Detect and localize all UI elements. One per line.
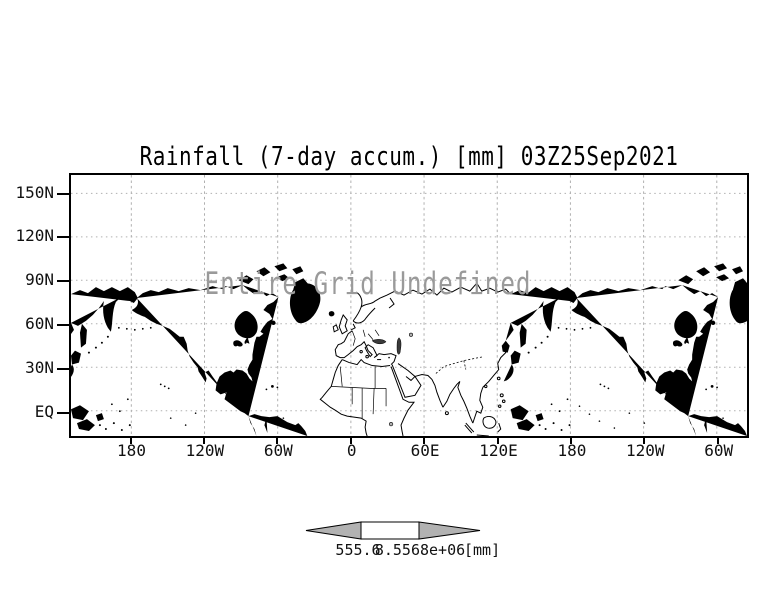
lat-tick-label: EQ [34, 401, 54, 421]
coastlines [71, 263, 747, 436]
map-frame [69, 173, 749, 438]
lon-tick-label: 180 [117, 441, 146, 460]
colorbar-min-label: 555.6 [335, 541, 381, 559]
colorbar-left-arrow [305, 521, 362, 540]
lat-tick-label: 30N [25, 357, 54, 377]
colorbar-max-label: 8.5568e+06 [374, 541, 466, 559]
lon-tick-label: 180 [557, 441, 587, 460]
lat-tick-label: 120N [15, 226, 54, 246]
undefined-grid-message: Entire Grid Undefined [204, 265, 532, 302]
lon-tick-label: 120W [185, 441, 225, 460]
lat-tick-label: 90N [25, 270, 54, 290]
colorbar-right-arrow [418, 521, 481, 540]
map-gridlines [71, 175, 747, 436]
lat-tick [57, 192, 69, 195]
lon-tick-label: 0 [346, 441, 357, 460]
lon-tick [276, 437, 279, 444]
lon-tick-label: 60W [704, 441, 734, 460]
lon-tick-label: 120E [479, 441, 518, 460]
lat-tick [57, 367, 69, 370]
lon-tick [349, 437, 352, 444]
lon-tick [643, 437, 646, 444]
lon-tick [129, 437, 132, 444]
lon-tick-label: 120W [626, 441, 665, 460]
lon-tick [202, 437, 205, 444]
colorbar-box [360, 521, 420, 540]
lat-tick [57, 236, 69, 239]
lon-tick [569, 437, 572, 444]
lon-tick [716, 437, 719, 444]
plot-title: Rainfall (7-day accum.) [mm] 03Z25Sep202… [139, 142, 679, 172]
lat-tick-label: 60N [25, 313, 54, 333]
colorbar-units-label: [mm] [464, 541, 501, 559]
lat-tick [57, 280, 69, 283]
lon-tick [496, 437, 499, 444]
lon-tick [423, 437, 426, 444]
lon-tick-label: 60W [263, 441, 293, 460]
world-map [71, 175, 747, 436]
lat-tick [57, 411, 69, 414]
colorbar [305, 521, 481, 540]
eurasia-africa [319, 282, 512, 436]
lat-tick-label: 150N [15, 182, 54, 202]
pacific-islands [169, 405, 646, 429]
lon-tick-label: 60E [410, 441, 440, 460]
lat-tick [57, 323, 69, 326]
